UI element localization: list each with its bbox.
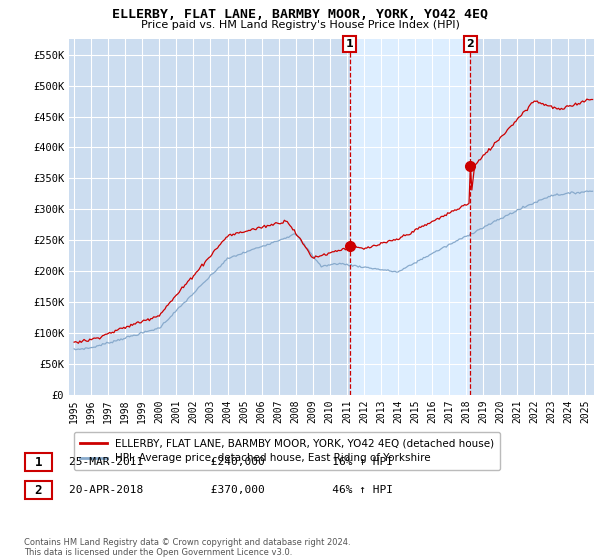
- Text: ELLERBY, FLAT LANE, BARMBY MOOR, YORK, YO42 4EQ: ELLERBY, FLAT LANE, BARMBY MOOR, YORK, Y…: [112, 8, 488, 21]
- Text: Price paid vs. HM Land Registry's House Price Index (HPI): Price paid vs. HM Land Registry's House …: [140, 20, 460, 30]
- Text: Contains HM Land Registry data © Crown copyright and database right 2024.
This d: Contains HM Land Registry data © Crown c…: [24, 538, 350, 557]
- FancyBboxPatch shape: [25, 480, 52, 500]
- Text: 2: 2: [35, 483, 42, 497]
- Text: 1: 1: [35, 455, 42, 469]
- Text: 20-APR-2018          £370,000          46% ↑ HPI: 20-APR-2018 £370,000 46% ↑ HPI: [69, 485, 393, 495]
- Text: 25-MAR-2011          £240,000          16% ↑ HPI: 25-MAR-2011 £240,000 16% ↑ HPI: [69, 457, 393, 467]
- Text: 2: 2: [467, 39, 474, 49]
- FancyBboxPatch shape: [25, 452, 52, 472]
- Legend: ELLERBY, FLAT LANE, BARMBY MOOR, YORK, YO42 4EQ (detached house), HPI: Average p: ELLERBY, FLAT LANE, BARMBY MOOR, YORK, Y…: [74, 432, 500, 470]
- Text: 1: 1: [346, 39, 353, 49]
- Bar: [350, 39, 470, 395]
